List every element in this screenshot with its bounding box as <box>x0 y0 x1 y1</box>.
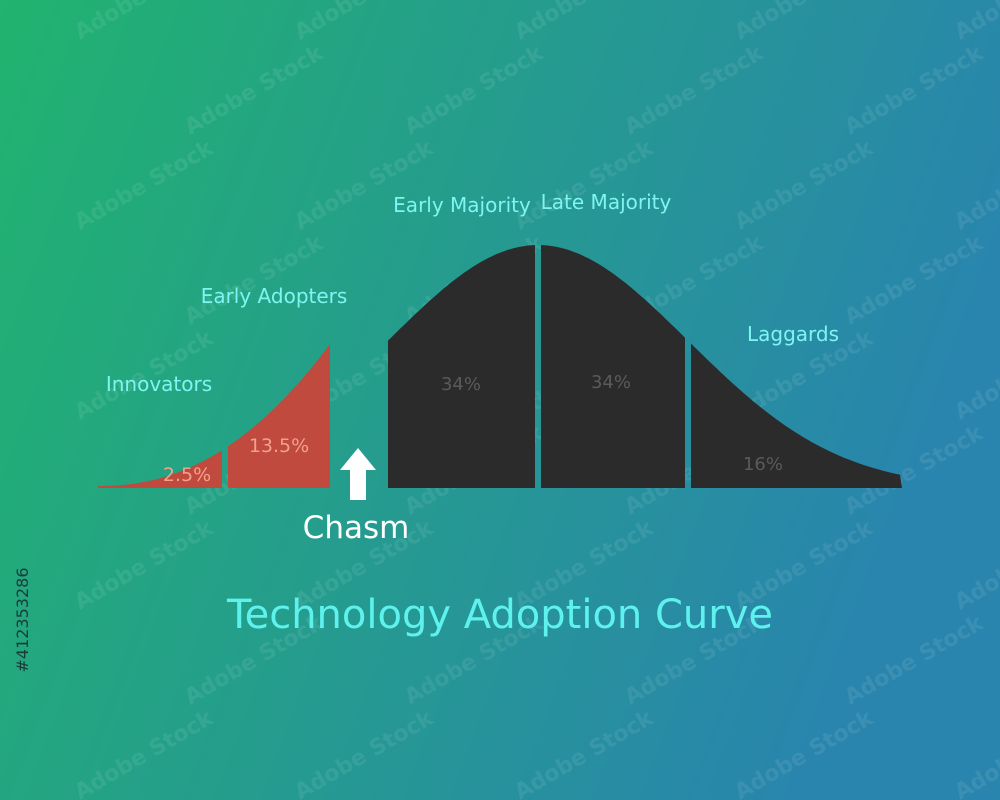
segment-label: Laggards <box>747 322 839 346</box>
curve <box>98 245 902 488</box>
segment-percent: 13.5% <box>249 435 309 457</box>
segment-percent: 34% <box>591 372 631 393</box>
curve-segment <box>541 245 685 488</box>
segment-percent: 34% <box>441 374 481 395</box>
segment-percent: 16% <box>743 454 783 475</box>
chasm-label: Chasm <box>303 510 410 546</box>
curve-segment <box>228 344 330 488</box>
segment-label: Innovators <box>106 372 212 396</box>
image-id: #412353286 <box>13 567 32 672</box>
segment-label: Early Adopters <box>201 284 348 308</box>
curve-segment <box>388 245 535 488</box>
segment-label: Late Majority <box>541 190 672 214</box>
chasm-arrow <box>340 448 376 500</box>
segment-percent: 2.5% <box>163 464 211 486</box>
curve-segment <box>691 343 902 488</box>
curve-segment <box>98 450 222 488</box>
segment-label: Early Majority <box>393 193 531 217</box>
title: Technology Adoption Curve <box>226 592 773 638</box>
